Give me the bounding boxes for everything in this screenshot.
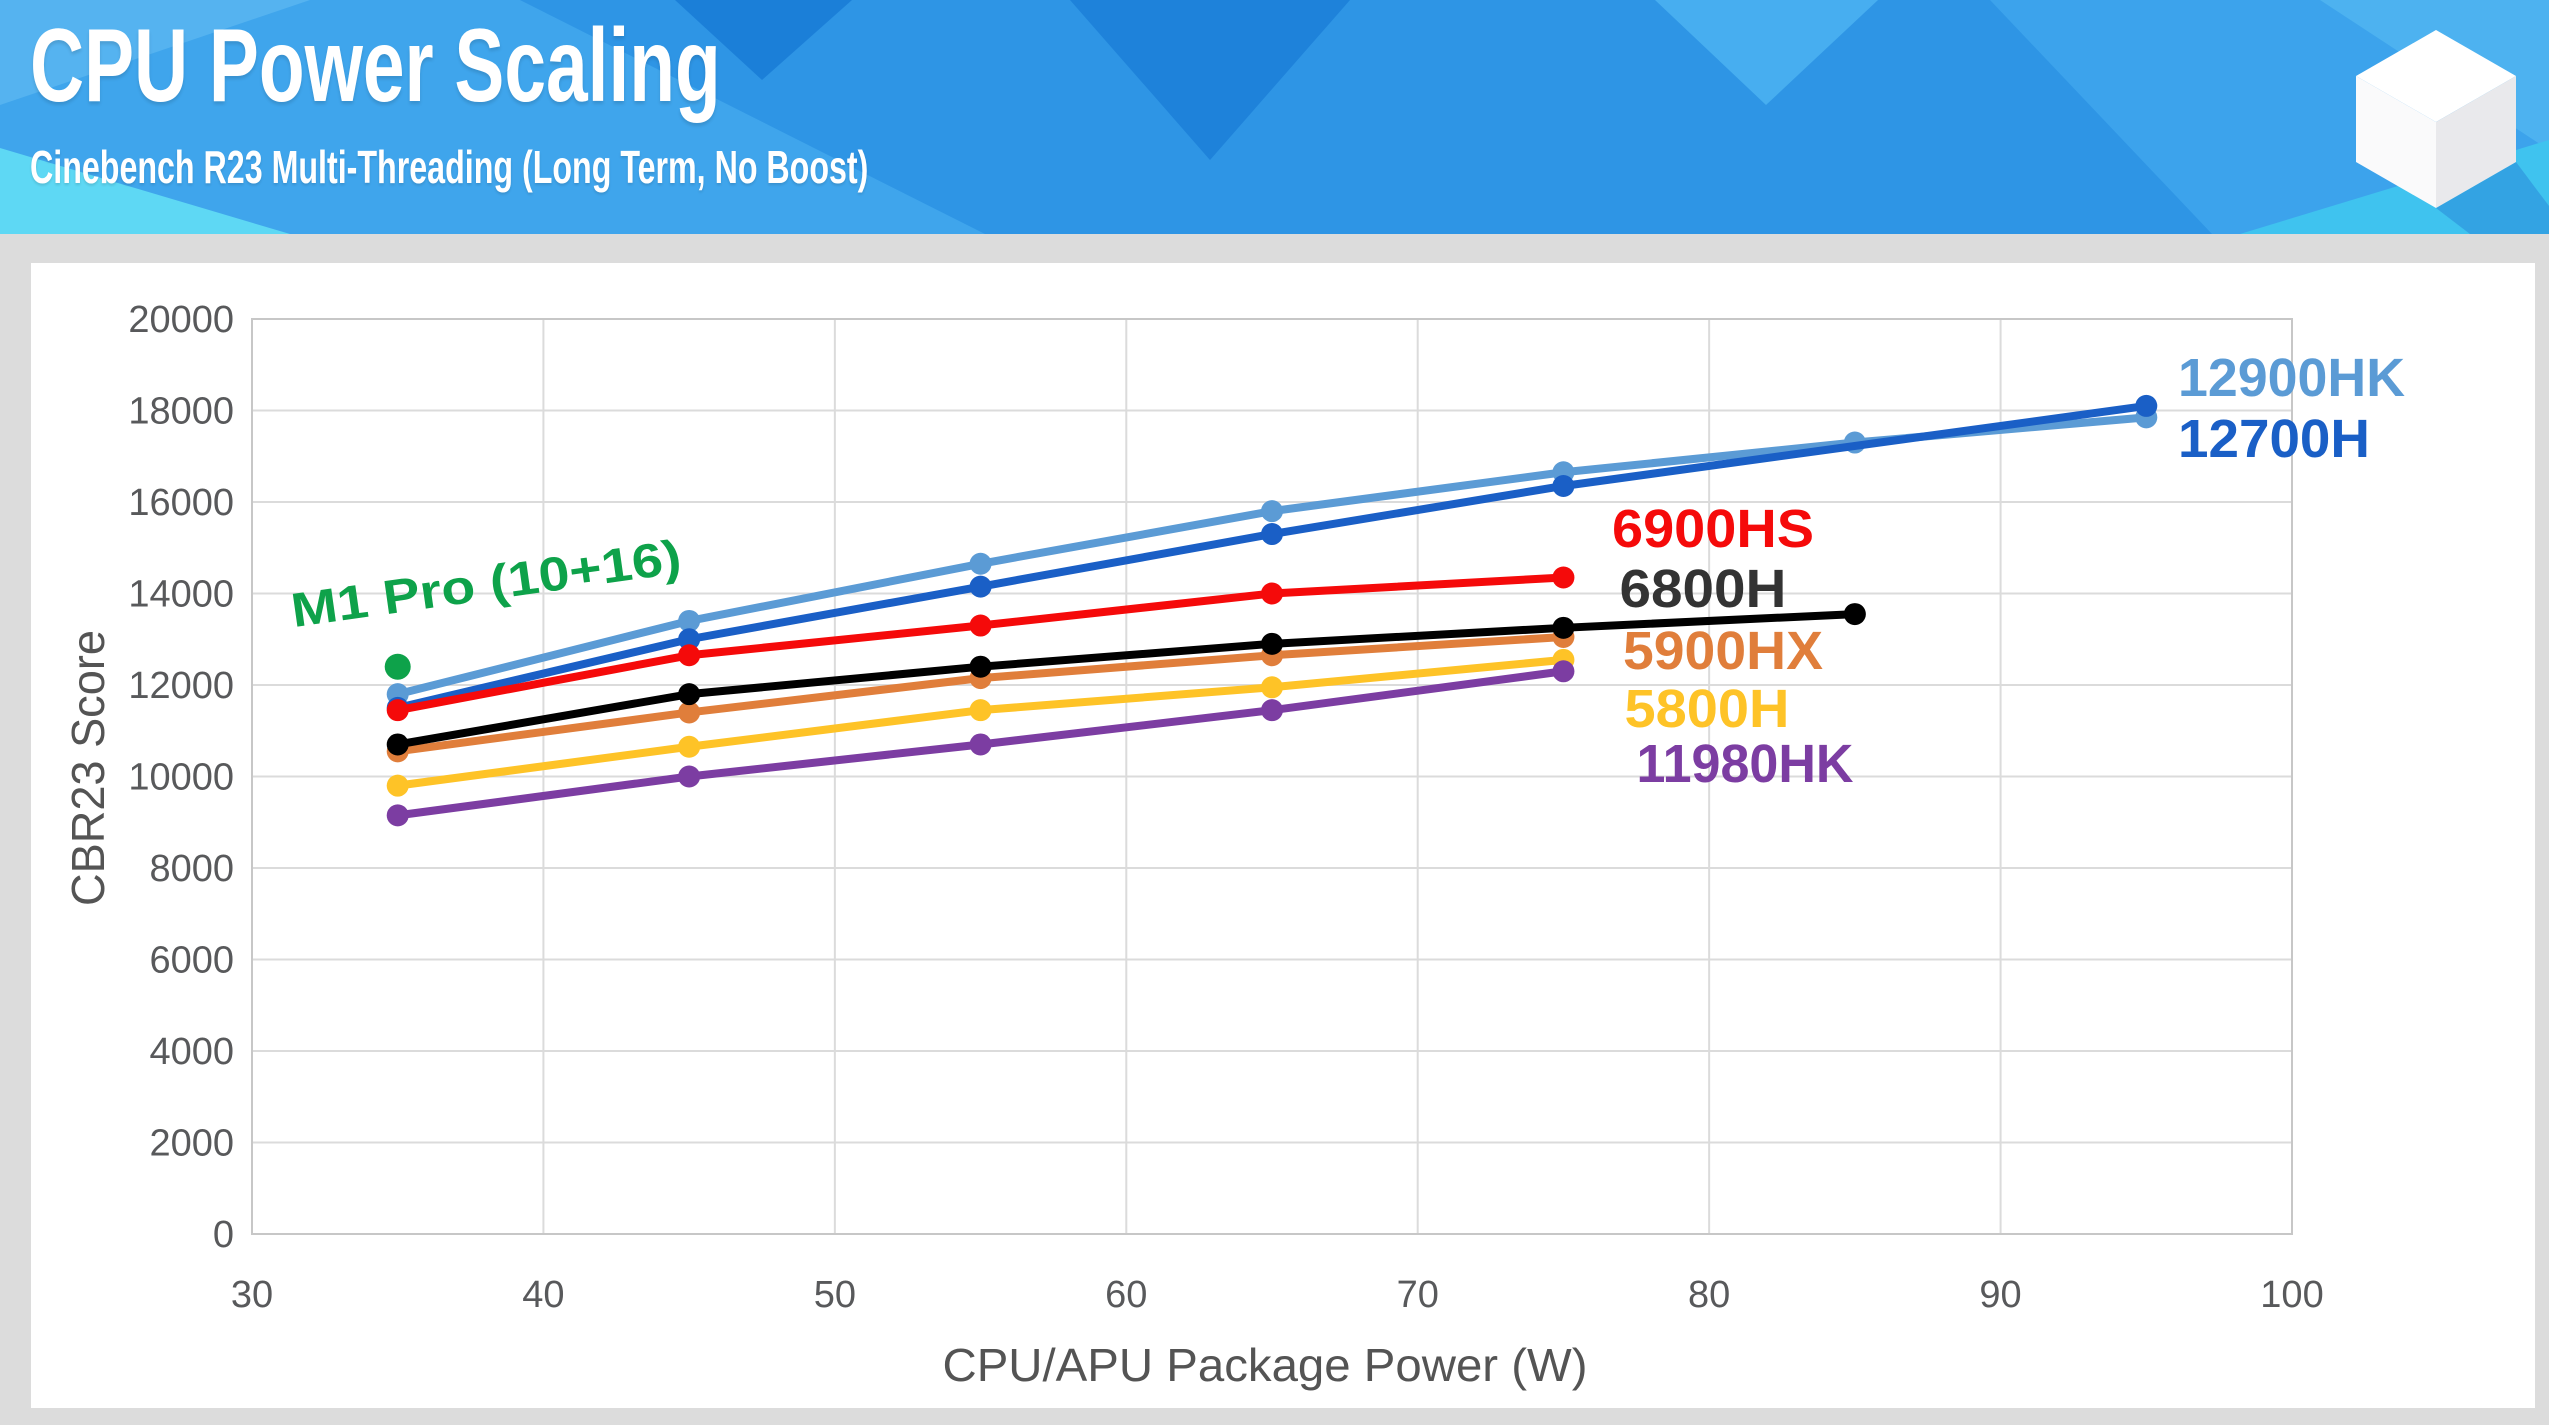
series-label-5900hx: 5900HX [1623, 621, 1823, 681]
data-point-6900hs-35w [386, 699, 409, 722]
x-tick-label-90: 90 [1979, 1274, 2021, 1316]
data-point-6800h-55w [969, 655, 992, 678]
y-tick-label-18000: 18000 [128, 391, 234, 433]
data-point-12700h-95w [2135, 394, 2158, 417]
y-axis-title: CBR23 Score [62, 630, 114, 906]
series-label-5800h: 5800H [1625, 679, 1790, 739]
x-tick-label-70: 70 [1397, 1274, 1439, 1316]
data-point-6800h-65w [1261, 632, 1283, 655]
series-label-6800h: 6800H [1620, 559, 1787, 619]
data-point-5800h-45w [678, 735, 701, 758]
data-point-11980hk-65w [1261, 699, 1283, 722]
data-point-5800h-65w [1261, 676, 1283, 699]
y-tick-label-16000: 16000 [128, 482, 234, 524]
header-background-shapes [0, 0, 2549, 234]
y-tick-label-0: 0 [213, 1214, 234, 1256]
y-tick-label-2000: 2000 [149, 1123, 234, 1165]
x-tick-label-100: 100 [2260, 1274, 2323, 1316]
cube-logo-icon [2356, 30, 2549, 234]
data-point-6900hs-55w [969, 614, 992, 637]
y-tick-label-20000: 20000 [128, 299, 234, 341]
y-tick-label-14000: 14000 [128, 574, 234, 616]
y-tick-label-12000: 12000 [128, 665, 234, 707]
data-point-m1-pro-10-16--35w [384, 653, 411, 680]
series-label-12900hk: 12900HK [2178, 348, 2405, 408]
page-title: CPU Power Scaling [30, 8, 721, 124]
data-point-12700h-65w [1261, 523, 1283, 546]
y-tick-label-4000: 4000 [149, 1031, 234, 1073]
chart-line-6800h [393, 610, 1859, 749]
data-point-11980hk-35w [386, 804, 409, 827]
data-point-6800h-35w [386, 733, 409, 756]
header-banner: CPU Power Scaling Cinebench R23 Multi-Th… [0, 0, 2549, 234]
x-tick-label-50: 50 [814, 1274, 856, 1316]
x-axis-title: CPU/APU Package Power (W) [943, 1339, 1588, 1391]
chart-line-12700h [393, 401, 2151, 712]
data-point-12900hk-45w [678, 609, 701, 632]
x-tick-label-80: 80 [1688, 1274, 1730, 1316]
data-point-12700h-45w [678, 628, 701, 651]
data-point-6800h-85w [1843, 603, 1866, 626]
data-point-12700h-75w [1552, 474, 1575, 497]
x-tick-label-40: 40 [522, 1274, 564, 1316]
plot-border [251, 318, 2293, 1235]
data-point-12700h-55w [969, 575, 992, 598]
series-label-m1-pro-10-16-: M1 Pro (10+16) [288, 531, 685, 638]
data-point-11980hk-55w [969, 733, 992, 756]
chart-card [31, 263, 2535, 1408]
y-tick-label-6000: 6000 [149, 940, 234, 982]
y-tick-label-8000: 8000 [149, 848, 234, 890]
data-point-5800h-35w [386, 774, 409, 797]
data-point-12900hk-55w [969, 552, 992, 575]
series-label-6900hs: 6900HS [1612, 499, 1814, 559]
page-subtitle: Cinebench R23 Multi-Threading (Long Term… [30, 141, 869, 193]
data-point-6800h-45w [678, 683, 701, 706]
data-point-5800h-55w [969, 699, 992, 722]
series-label-11980hk: 11980HK [1637, 734, 1854, 794]
data-point-6900hs-45w [678, 644, 701, 667]
data-point-6900hs-65w [1261, 582, 1283, 605]
data-point-12900hk-65w [1261, 500, 1283, 523]
data-point-11980hk-75w [1552, 660, 1575, 683]
data-point-11980hk-45w [678, 765, 701, 788]
data-point-6800h-75w [1552, 616, 1575, 639]
data-point-6900hs-75w [1552, 566, 1575, 589]
series-label-12700h: 12700H [2178, 409, 2370, 469]
x-tick-label-60: 60 [1105, 1274, 1147, 1316]
data-point-5900hx-45w [678, 701, 701, 724]
x-tick-label-30: 30 [231, 1274, 273, 1316]
y-tick-label-10000: 10000 [128, 757, 234, 799]
